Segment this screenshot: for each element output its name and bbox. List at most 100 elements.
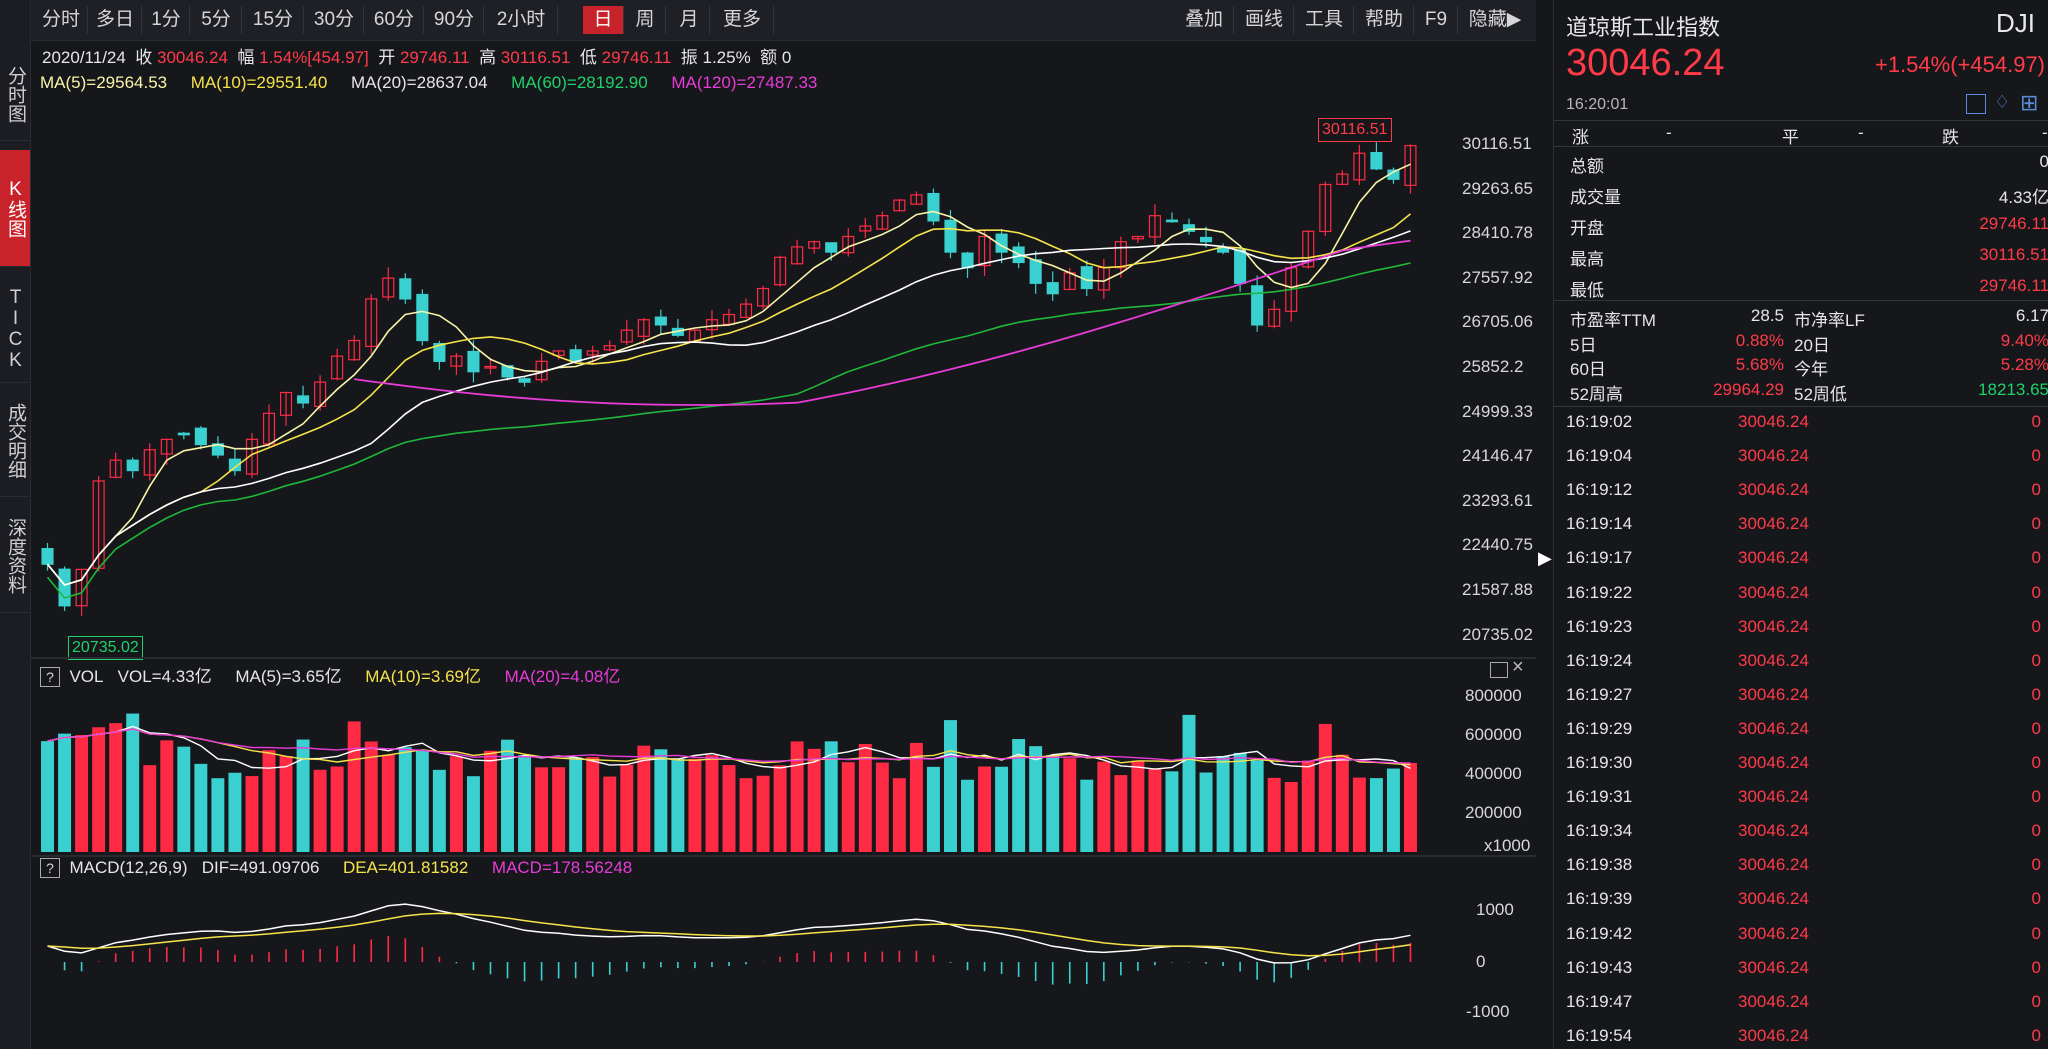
volume-bar bbox=[1318, 723, 1332, 852]
period-1min[interactable]: 1分 bbox=[143, 6, 190, 34]
amp-label: 振 bbox=[680, 48, 698, 67]
volume-ma5: MA(5)=3.65亿 bbox=[235, 667, 342, 686]
tick-volume: 0 bbox=[2031, 446, 2041, 466]
volume-bar bbox=[1301, 760, 1315, 852]
tick-time: 16:19:39 bbox=[1566, 889, 1633, 909]
low-value: 29746.11 bbox=[601, 48, 672, 67]
add-icon[interactable]: ⊞ bbox=[2020, 90, 2039, 115]
volume-bar bbox=[1182, 714, 1196, 852]
tick-price: 30046.24 bbox=[1738, 446, 1809, 466]
volume-bar bbox=[569, 757, 583, 852]
volume-bar bbox=[41, 741, 54, 852]
price-axis-label: 21587.88 bbox=[1462, 580, 1533, 599]
ma5-legend: MA(5)=29564.53 bbox=[40, 73, 168, 92]
maximize-icon[interactable] bbox=[1490, 662, 1508, 678]
range-value: 1.54%[454.97] bbox=[259, 48, 369, 67]
candle-body bbox=[927, 192, 940, 222]
tick-price: 30046.24 bbox=[1738, 923, 1809, 943]
volume-bar bbox=[211, 778, 225, 852]
tick-volume: 0 bbox=[2031, 923, 2041, 943]
collapse-arrow-icon[interactable]: ▶ bbox=[1538, 548, 1552, 568]
volume-bar bbox=[1404, 762, 1417, 852]
candle-body bbox=[1148, 215, 1161, 238]
period-90min[interactable]: 90分 bbox=[425, 6, 484, 34]
period-5min[interactable]: 5分 bbox=[191, 6, 242, 34]
ratio-label: 20日 bbox=[1794, 335, 1830, 355]
stat-label: 最高 bbox=[1570, 250, 1604, 269]
candle-body bbox=[1182, 224, 1196, 232]
overlay-button[interactable]: 叠加 bbox=[1175, 6, 1234, 34]
volume-bar bbox=[1250, 760, 1264, 852]
stat-value: 29746.11 bbox=[1979, 214, 2048, 233]
ma120-legend: MA(120)=27487.33 bbox=[671, 73, 818, 92]
period-60min[interactable]: 60分 bbox=[365, 6, 424, 34]
tools-button[interactable]: 工具 bbox=[1295, 6, 1354, 34]
close-value: 30046.24 bbox=[157, 48, 228, 67]
tick-price: 30046.24 bbox=[1738, 582, 1809, 602]
candle-body bbox=[58, 568, 71, 607]
stat-label: 成交量 bbox=[1570, 188, 1621, 207]
f9-button[interactable]: F9 bbox=[1415, 6, 1458, 34]
candle-body bbox=[1165, 219, 1179, 223]
volume-bar bbox=[432, 769, 446, 852]
price-axis-label: 24999.33 bbox=[1462, 401, 1533, 421]
tab-kline[interactable]: K线图 bbox=[0, 150, 30, 267]
volume-bar bbox=[637, 745, 651, 852]
ma60-legend: MA(60)=28192.90 bbox=[511, 73, 648, 92]
tab-intraday[interactable]: 分时图 bbox=[0, 48, 30, 141]
tick-time: 16:19:54 bbox=[1566, 1025, 1633, 1045]
period-intraday[interactable]: 分时 bbox=[35, 6, 88, 34]
tab-tick[interactable]: TICK bbox=[0, 276, 30, 383]
period-month[interactable]: 月 bbox=[669, 6, 710, 34]
close-icon[interactable]: × bbox=[1512, 656, 1524, 678]
tick-volume: 0 bbox=[2031, 412, 2041, 431]
candle-body bbox=[1217, 247, 1230, 253]
candle-body bbox=[739, 303, 753, 318]
period-week[interactable]: 周 bbox=[625, 6, 666, 34]
tab-depth-data[interactable]: 深度资料 bbox=[0, 500, 30, 613]
period-more[interactable]: 更多 bbox=[711, 6, 774, 34]
candle-body bbox=[297, 395, 310, 404]
candle-body bbox=[654, 316, 667, 326]
bell-icon[interactable]: ♢ bbox=[1994, 92, 2011, 112]
ma5-line bbox=[46, 163, 1411, 586]
candle-body bbox=[126, 459, 139, 472]
candle-body bbox=[1234, 249, 1247, 284]
volume-bar bbox=[1284, 781, 1298, 852]
candlestick-chart[interactable] bbox=[31, 100, 1451, 655]
period-multiday[interactable]: 多日 bbox=[89, 6, 142, 34]
edit-icon[interactable] bbox=[1966, 94, 1986, 114]
candle-body bbox=[382, 277, 395, 298]
tick-volume: 0 bbox=[2031, 718, 2041, 738]
tab-trade-detail[interactable]: 成交明细 bbox=[0, 386, 30, 497]
period-day[interactable]: 日 bbox=[583, 6, 624, 34]
candle-body bbox=[41, 547, 54, 565]
volume-axis-label: 800000 bbox=[1465, 686, 1522, 705]
volume-bar bbox=[1352, 777, 1366, 852]
period-2h[interactable]: 2小时 bbox=[485, 6, 558, 34]
ratio-value: 6.17 bbox=[2015, 306, 2048, 325]
draw-line-button[interactable]: 画线 bbox=[1235, 6, 1294, 34]
hide-panel-button[interactable]: 隐藏▶ bbox=[1468, 9, 1522, 30]
candle-body bbox=[143, 449, 156, 476]
period-30min[interactable]: 30分 bbox=[305, 6, 364, 34]
volume-axis-label: x1000 bbox=[1484, 836, 1531, 855]
period-15min[interactable]: 15分 bbox=[243, 6, 304, 34]
help-button[interactable]: 帮助 bbox=[1355, 6, 1414, 34]
quote-name: 道琼斯工业指数 bbox=[1566, 15, 1721, 40]
ratio-value: 28.5 bbox=[1750, 306, 1784, 325]
macd-chart[interactable] bbox=[31, 880, 1451, 1049]
tick-volume: 0 bbox=[2031, 821, 2041, 841]
candle-body bbox=[944, 219, 957, 253]
candle-body bbox=[160, 438, 173, 455]
candle-body bbox=[705, 319, 719, 331]
volume-bar bbox=[330, 766, 344, 852]
tick-volume: 0 bbox=[2031, 855, 2041, 875]
candle-body bbox=[331, 355, 344, 380]
volume-bar bbox=[688, 758, 702, 852]
volume-chart[interactable] bbox=[31, 680, 1451, 855]
candle-body bbox=[893, 199, 906, 212]
macd-help-icon[interactable]: ? bbox=[40, 858, 60, 878]
tick-time: 16:19:34 bbox=[1566, 821, 1633, 841]
volume-bar bbox=[1165, 771, 1179, 852]
